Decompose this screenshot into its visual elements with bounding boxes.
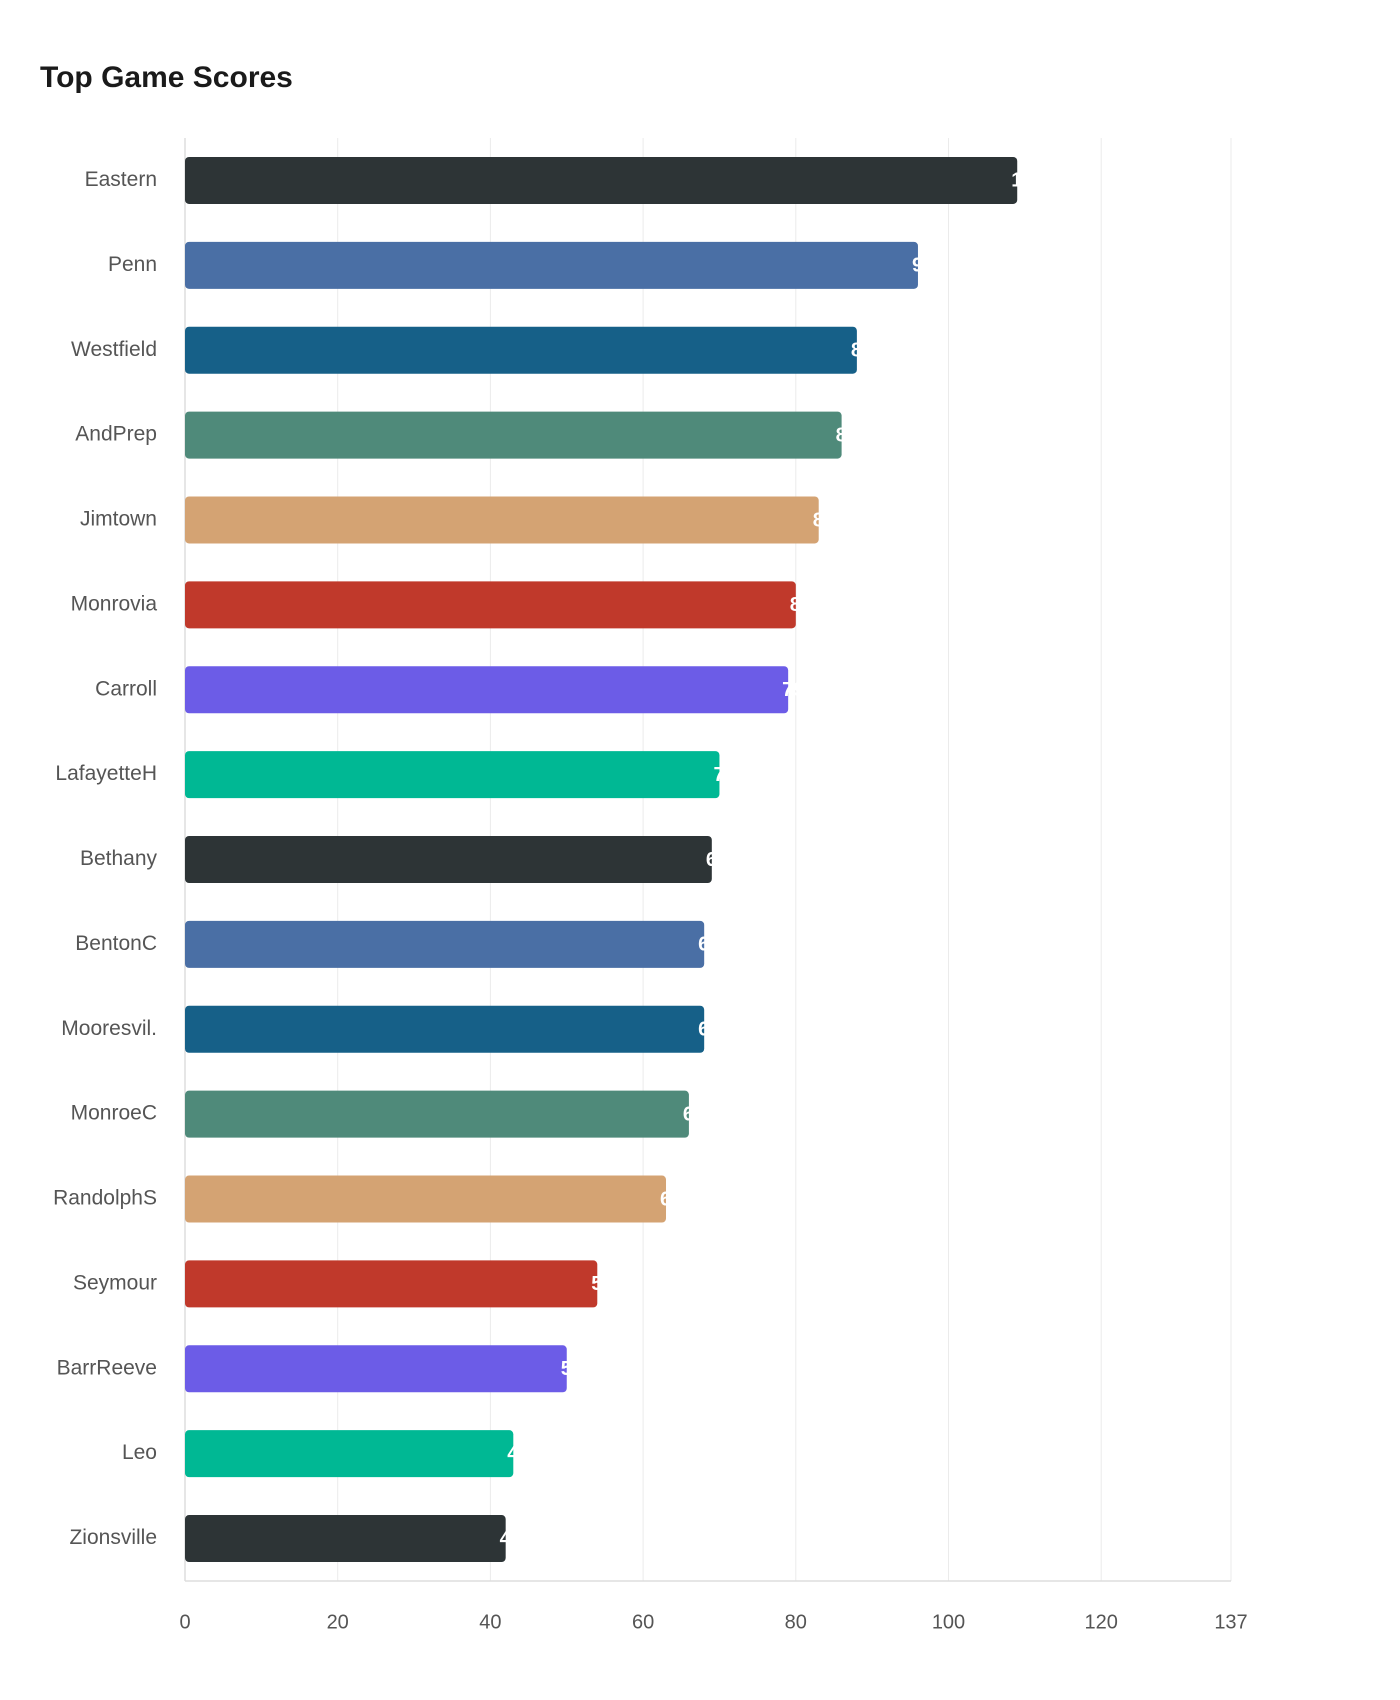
value-label: 54: [591, 1273, 614, 1295]
bar: [185, 1260, 598, 1308]
y-tick-label: Monrovia: [71, 592, 158, 615]
x-tick-label: 20: [327, 1611, 349, 1633]
value-label: 79: [782, 679, 804, 701]
value-label: 109: [1011, 170, 1044, 192]
bar: [185, 920, 705, 968]
bar: [185, 1515, 506, 1563]
bar: [185, 1345, 567, 1393]
value-label: 42: [500, 1528, 522, 1550]
bar: [185, 1430, 514, 1478]
value-label: 68: [698, 934, 720, 956]
x-tick-label: 80: [785, 1611, 807, 1633]
y-tick-label: Zionsville: [69, 1526, 157, 1549]
y-tick-label: Seymour: [73, 1271, 157, 1294]
y-tick-label: Carroll: [95, 677, 157, 700]
value-label: 86: [836, 424, 858, 446]
value-label: 43: [507, 1443, 529, 1465]
value-label: 96: [912, 255, 934, 277]
value-label: 70: [713, 764, 735, 786]
chart-title: Top Game Scores: [40, 61, 293, 94]
value-label: 50: [561, 1358, 583, 1380]
y-tick-label: Bethany: [80, 847, 158, 870]
bar: [185, 241, 918, 289]
x-tick-label: 100: [932, 1611, 965, 1633]
y-tick-label: Penn: [108, 253, 157, 276]
y-tick-label: BentonC: [75, 932, 157, 955]
value-label: 88: [851, 339, 873, 361]
bar: [185, 156, 1018, 204]
value-label: 83: [813, 509, 835, 531]
value-label: 80: [790, 594, 812, 616]
y-tick-label: BarrReeve: [57, 1356, 157, 1379]
bar: [185, 1090, 689, 1138]
y-tick-label: MonroeC: [71, 1102, 157, 1125]
y-tick-label: Jimtown: [80, 508, 157, 531]
bar: [185, 1175, 667, 1223]
y-tick-label: LafayetteH: [55, 762, 157, 785]
x-tick-label: 0: [179, 1611, 190, 1633]
bar: [185, 326, 857, 374]
value-label: 68: [698, 1019, 720, 1041]
bar: [185, 836, 712, 883]
x-tick-label: 40: [479, 1611, 501, 1633]
value-label: 69: [706, 849, 728, 871]
bar: [185, 666, 789, 714]
bar: [185, 581, 796, 629]
bar: [185, 1005, 705, 1053]
bar: [185, 496, 819, 544]
y-tick-label: Leo: [122, 1441, 157, 1464]
x-tick-label: 120: [1085, 1611, 1118, 1633]
x-tick-label: 137: [1214, 1611, 1247, 1633]
y-tick-label: RandolphS: [53, 1187, 157, 1210]
y-tick-label: AndPrep: [75, 423, 157, 446]
value-label: 66: [683, 1103, 705, 1125]
bar: [185, 751, 720, 799]
y-tick-label: Westfield: [71, 338, 157, 361]
value-label: 63: [660, 1188, 682, 1210]
y-tick-label: Eastern: [85, 168, 157, 191]
y-tick-label: Mooresvil.: [61, 1017, 157, 1040]
bar: [185, 411, 842, 459]
x-tick-label: 60: [632, 1611, 654, 1633]
